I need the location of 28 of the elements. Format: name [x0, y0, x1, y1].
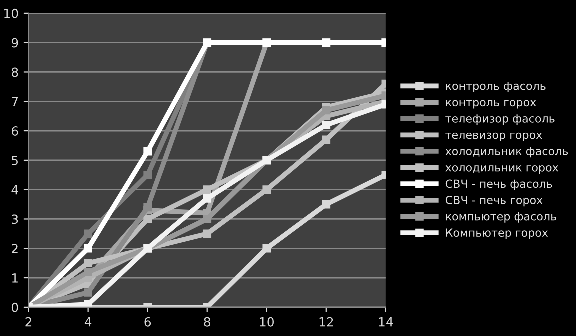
x-tick-label: 10	[260, 317, 274, 327]
legend-label: Компьютер горох	[446, 228, 548, 240]
legend-label: контроль фасоль	[446, 82, 546, 92]
y-tick-label: 1	[12, 274, 18, 283]
y-tick-label: 0	[12, 302, 18, 312]
y-tick-label: 6	[12, 126, 18, 136]
x-tick-label: 6	[144, 317, 152, 327]
y-tick-label: 5	[12, 156, 18, 166]
x-tick-label: 12	[320, 317, 334, 327]
y-tick-label: 9	[12, 38, 18, 48]
legend-label: телевизор горох	[446, 132, 542, 142]
y-tick-label: 7	[12, 97, 18, 106]
x-tick-label: 14	[379, 318, 394, 327]
legend-label: холодильник горох	[446, 165, 559, 174]
legend-label: контроль горох	[446, 100, 536, 109]
y-tick-label: 2	[12, 244, 18, 254]
x-tick-label: 2	[26, 317, 32, 327]
legend-label: СВЧ - печь фасоль	[446, 180, 552, 190]
x-tick-label: 4	[84, 318, 92, 327]
y-tick-label: 4	[12, 185, 18, 195]
x-tick-label: 8	[204, 317, 210, 327]
y-tick-label: 8	[12, 68, 18, 78]
legend-label: компьютер фасоль	[446, 212, 556, 223]
legend-label: холодильник фасоль	[446, 147, 568, 158]
y-tick-label: 10	[4, 8, 18, 18]
legend-label: телефизор фасоль	[446, 114, 555, 126]
legend-label: СВЧ - печь горох	[446, 196, 543, 207]
y-tick-label: 3	[12, 214, 18, 224]
